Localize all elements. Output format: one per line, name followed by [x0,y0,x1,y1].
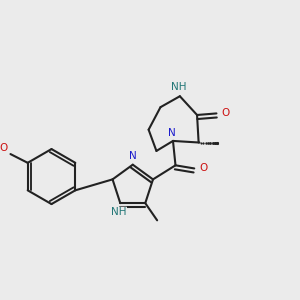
Text: O: O [221,108,230,118]
Text: O: O [199,163,208,173]
Text: NH: NH [111,207,127,217]
Text: N: N [129,151,137,160]
Text: N: N [169,128,176,138]
Text: NH: NH [171,82,187,92]
Text: O: O [0,143,8,153]
